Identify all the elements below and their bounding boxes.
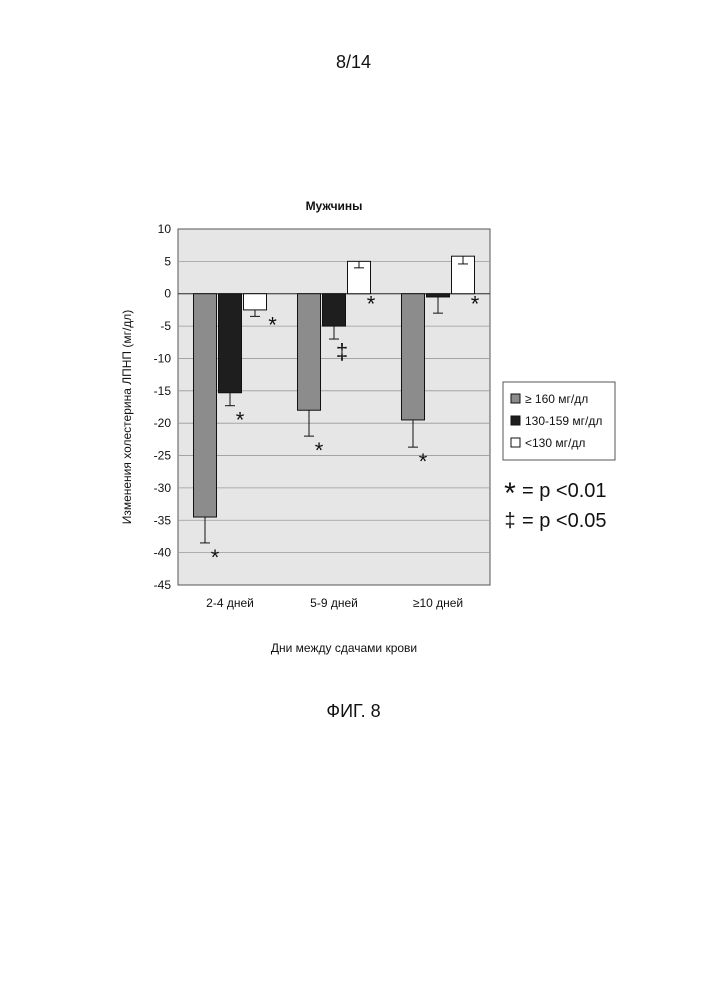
significance-mark: * [367, 292, 376, 317]
legend-label: ≥ 160 мг/дл [525, 392, 588, 406]
y-tick-label: -5 [160, 319, 171, 333]
significance-mark: ‡ [336, 339, 348, 364]
bar [323, 294, 346, 326]
bar [402, 294, 425, 420]
note-text: = p <0.01 [522, 480, 607, 502]
y-tick-label: -25 [154, 449, 172, 463]
significance-mark: * [419, 449, 428, 474]
y-tick-label: -30 [154, 481, 172, 495]
legend-label: 130-159 мг/дл [525, 414, 602, 428]
plot-background [178, 229, 490, 585]
y-axis-label: Изменения холестерина ЛПНП (мг/дл) [120, 310, 134, 525]
bar [427, 294, 450, 297]
chart-title: Мужчины [306, 199, 363, 213]
note-symbol: ‡ [504, 510, 515, 532]
y-tick-label: -40 [154, 546, 172, 560]
legend: ≥ 160 мг/дл 130-159 мг/дл <130 мг/дл [503, 382, 615, 460]
x-tick-label: ≥10 дней [413, 596, 463, 610]
y-tick-label: -10 [154, 351, 172, 365]
y-tick-label: 10 [158, 222, 172, 236]
significance-mark: * [236, 408, 245, 433]
legend-swatch [511, 394, 520, 403]
y-tick-label: 0 [164, 287, 171, 301]
y-tick-label: 5 [164, 254, 171, 268]
note-symbol: * [504, 477, 516, 510]
significance-mark: * [268, 312, 277, 337]
y-tick-label: -20 [154, 416, 172, 430]
y-tick-label: -35 [154, 513, 172, 527]
legend-label: <130 мг/дл [525, 436, 585, 450]
y-tick-label: -15 [154, 384, 172, 398]
bar [219, 294, 242, 393]
significance-mark: * [315, 438, 324, 463]
note-text: = p <0.05 [522, 510, 607, 532]
legend-swatch [511, 416, 520, 425]
bar [244, 294, 267, 310]
bar [298, 294, 321, 411]
bar [194, 294, 217, 517]
x-tick-label: 5-9 дней [310, 596, 358, 610]
x-axis-label: Дни между сдачами крови [271, 641, 417, 655]
x-tick-label: 2-4 дней [206, 596, 254, 610]
significance-notes: * = p <0.01 ‡ = p <0.05 [504, 477, 606, 532]
plot-area: 10 5 0 -5 -10 -15 -20 -25 -30 -35 -40 -45 * * * 2-4 дне… [154, 222, 490, 610]
significance-mark: * [471, 292, 480, 317]
y-tick-label: -45 [154, 578, 172, 592]
significance-mark: * [211, 545, 220, 570]
figure-caption: ФИГ. 8 [0, 701, 707, 722]
legend-swatch [511, 438, 520, 447]
